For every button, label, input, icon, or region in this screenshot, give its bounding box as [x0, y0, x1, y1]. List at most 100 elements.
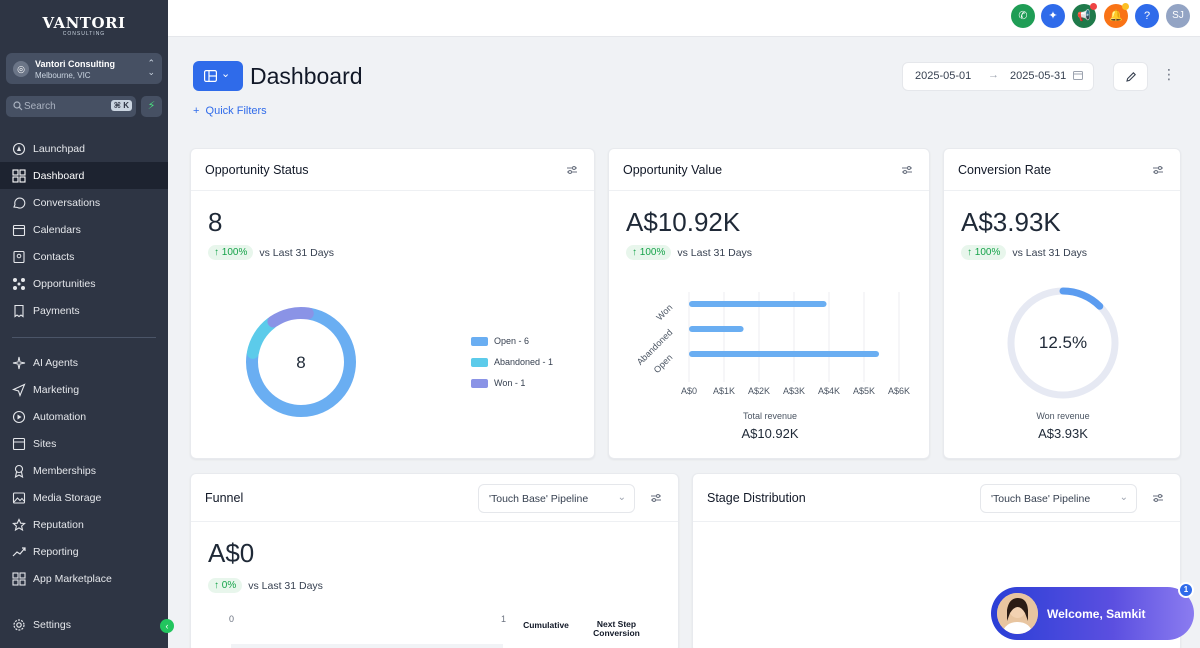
chat-badge: 1 — [1178, 582, 1194, 598]
quick-action-button[interactable]: ⚡ — [141, 96, 162, 117]
user-avatar[interactable]: SJ — [1166, 4, 1190, 28]
sidebar-item-automation[interactable]: Automation — [0, 403, 168, 430]
notification-dot — [1090, 3, 1097, 10]
account-name: Vantori Consulting — [35, 59, 115, 69]
calendar-icon — [1073, 71, 1083, 80]
sparkle-icon — [12, 356, 26, 369]
funnel-card: Funnel 'Touch Base' Pipeline ⌄ A$0 ↑ 0% … — [190, 473, 679, 648]
chat-icon — [13, 197, 26, 209]
award-icon — [14, 464, 24, 478]
delta-badge: ↑ 0% — [208, 578, 243, 593]
sidebar-item-launchpad[interactable]: Launchpad — [0, 135, 168, 162]
legend-item-abandoned[interactable]: Abandoned - 1 — [471, 357, 553, 367]
total-revenue-value: A$10.92K — [741, 426, 799, 441]
receipt-icon — [14, 304, 24, 318]
total-revenue-label: Total revenue — [742, 411, 798, 421]
pipeline-icon — [13, 277, 25, 290]
sidebar-item-opportunities[interactable]: Opportunities — [0, 270, 168, 297]
sidebar-item-reputation[interactable]: Reputation — [0, 511, 168, 538]
sidebar-item-label: AI Agents — [33, 356, 78, 369]
delta-badge: ↑ 100% — [961, 245, 1007, 260]
assistant-avatar — [997, 593, 1038, 634]
y-category-label: Open — [652, 352, 675, 375]
conversion-rate-card: Conversion Rate A$3.93K ↑ 100% vs Last 3… — [943, 148, 1181, 459]
value-bar-chart: A$0 A$1K A$2K A$3K A$4K A$5K A$6KWonAbandonedO… — [635, 292, 910, 396]
sidebar-item-sites[interactable]: Sites — [0, 430, 168, 457]
metric-delta: ↑ 100% vs Last 31 Days — [626, 245, 752, 260]
notification-dot — [1122, 3, 1129, 10]
sidebar-item-contacts[interactable]: Contacts — [0, 243, 168, 270]
donut-slice-open[interactable] — [246, 307, 356, 417]
won-revenue-label: Won revenue — [1036, 411, 1090, 421]
account-switcher[interactable]: ◎ Vantori Consulting Melbourne, VIC ⌃ ⌄ — [6, 53, 162, 84]
welcome-text: Welcome, Samkit — [1047, 607, 1146, 621]
brand-name: VANTORI — [42, 14, 126, 32]
donut-slice-abandoned[interactable] — [246, 316, 278, 359]
bar-won[interactable] — [689, 301, 827, 307]
sidebar-item-memberships[interactable]: Memberships — [0, 457, 168, 484]
welcome-chat-widget[interactable]: Welcome, Samkit — [991, 587, 1194, 640]
card-title: Opportunity Status — [205, 163, 309, 177]
sidebar-item-settings[interactable]: Settings — [0, 611, 168, 638]
account-icon: ◎ — [13, 61, 29, 77]
donut-slice-won[interactable] — [267, 307, 314, 328]
col-line2: Conversion — [593, 628, 640, 638]
bar-open[interactable] — [689, 351, 880, 357]
sidebar-item-app-marketplace[interactable]: App Marketplace — [0, 565, 168, 592]
sidebar: VANTORI CONSULTING ◎ Vantori Consulting … — [0, 0, 168, 648]
conversion-gauge — [1007, 287, 1119, 399]
sidebar-item-payments[interactable]: Payments — [0, 297, 168, 324]
delta-label: vs Last 31 Days — [248, 579, 323, 592]
status-donut-chart — [246, 307, 356, 417]
sidebar-item-calendars[interactable]: Calendars — [0, 216, 168, 243]
sidebar-item-label: Marketing — [33, 383, 80, 396]
x-tick-label: A$3K — [783, 386, 805, 396]
chevron-down-icon: ⌄ — [617, 492, 626, 503]
sidebar-item-marketing[interactable]: Marketing — [0, 376, 168, 403]
metric-delta: ↑ 100% vs Last 31 Days — [208, 245, 334, 260]
legend-item-open[interactable]: Open - 6 — [471, 336, 529, 346]
automation-icon — [12, 410, 26, 423]
edit-dashboard-button[interactable] — [1113, 62, 1148, 91]
quick-filters-button[interactable]: + Quick Filters — [193, 105, 267, 117]
settings-sliders-icon[interactable] — [901, 164, 913, 176]
settings-sliders-icon[interactable] — [650, 492, 662, 504]
chevron-updown-icon: ⌃ ⌄ — [147, 58, 155, 77]
sidebar-item-dashboard[interactable]: Dashboard — [0, 162, 168, 189]
delta-percent: 100% — [221, 247, 248, 258]
sidebar-item-ai-agents[interactable]: AI Agents — [0, 349, 168, 376]
collapse-sidebar-button[interactable]: ‹ — [160, 619, 174, 633]
phone-button[interactable]: ✆ — [1011, 4, 1035, 28]
sidebar-item-label: Calendars — [33, 223, 81, 236]
pipeline-select[interactable]: 'Touch Base' Pipeline ⌄ — [980, 484, 1137, 513]
settings-sliders-icon[interactable] — [566, 164, 578, 176]
sidebar-item-conversations[interactable]: Conversations — [0, 189, 168, 216]
settings-sliders-icon[interactable] — [1152, 492, 1164, 504]
x-tick-label: A$6K — [888, 386, 910, 396]
card-header: Opportunity Value — [609, 149, 929, 191]
sidebar-item-label: Reporting — [33, 545, 79, 558]
announcements-button[interactable]: 📢 — [1072, 3, 1097, 28]
date-range-picker[interactable]: 2025-05-01 → 2025-05-31 — [902, 62, 1094, 91]
settings-sliders-icon[interactable] — [1152, 164, 1164, 176]
grid-icon — [12, 168, 26, 183]
gear-icon — [13, 618, 25, 631]
brand-logo[interactable]: VANTORI CONSULTING — [0, 14, 168, 37]
magic-button[interactable]: ✦ — [1041, 4, 1065, 28]
notifications-button[interactable]: 🔔 — [1104, 3, 1129, 28]
sidebar-item-media-storage[interactable]: Media Storage — [0, 484, 168, 511]
search-icon — [13, 101, 23, 111]
metric-delta: ↑ 0% vs Last 31 Days — [208, 578, 323, 593]
legend-item-won[interactable]: Won - 1 — [471, 378, 525, 388]
phone-icon: ✆ — [1018, 10, 1028, 22]
pipeline-select[interactable]: 'Touch Base' Pipeline ⌄ — [478, 484, 635, 513]
help-button[interactable]: ? — [1135, 4, 1159, 28]
nav-secondary: AI Agents Marketing Automation Sites Members… — [0, 349, 168, 592]
sidebar-item-label: Reputation — [33, 518, 84, 531]
search-input[interactable]: Search ⌘ K — [6, 96, 136, 117]
legend-label: Won - 1 — [494, 378, 526, 388]
bar-abandoned[interactable] — [689, 326, 744, 332]
sidebar-item-reporting[interactable]: Reporting — [0, 538, 168, 565]
dashboard-switcher-button[interactable]: ⌄ — [193, 61, 243, 91]
more-options-button[interactable]: ⋮ — [1162, 66, 1176, 83]
